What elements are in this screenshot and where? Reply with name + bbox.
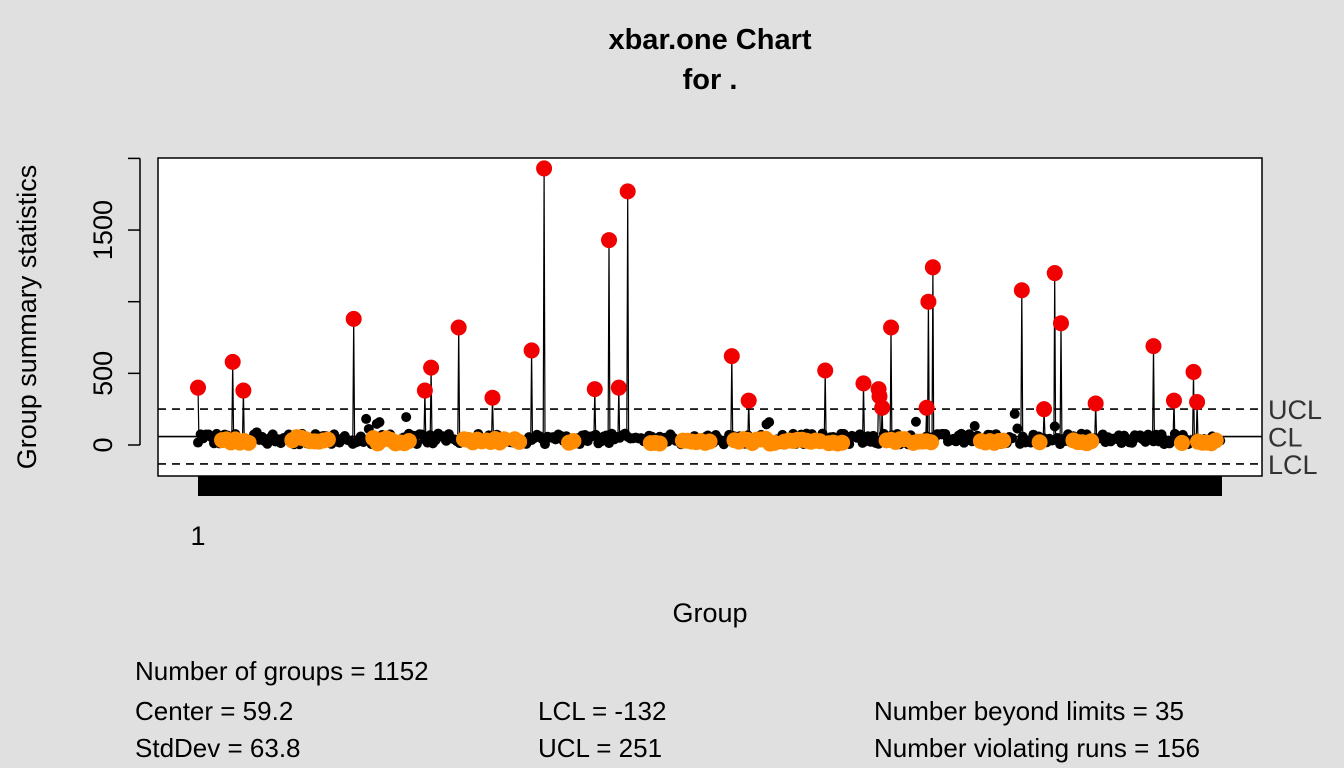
beyond-limit-point — [1013, 282, 1030, 299]
beyond-limit-point — [224, 353, 241, 370]
beyond-limit-point — [920, 293, 937, 310]
x-axis-label: Group — [672, 598, 747, 628]
violating-run-point — [400, 432, 417, 449]
lcl-label: LCL — [1268, 450, 1318, 480]
beyond-limit-point — [1165, 392, 1182, 409]
beyond-limit-point — [924, 259, 941, 276]
violating-run-point — [565, 433, 582, 450]
beyond-limit-point — [883, 319, 900, 336]
ucl-value: UCL = 251 — [538, 733, 663, 763]
beyond-limit-point — [1145, 338, 1162, 355]
x-tick-label: 1 — [190, 521, 205, 551]
beyond-limit-point — [1052, 315, 1069, 332]
violating-run-point — [834, 434, 851, 451]
y-axis-label: Group summary statistics — [12, 165, 42, 470]
violating-run-point — [319, 431, 336, 448]
beyond-limit-point — [536, 160, 553, 177]
beyond-limit-point — [740, 392, 757, 409]
beyond-limit-point — [345, 310, 362, 327]
y-tick-label: 500 — [88, 351, 118, 396]
center-value: Center = 59.2 — [135, 696, 294, 726]
violating-runs-count: Number violating runs = 156 — [874, 733, 1200, 763]
beyond-limit-point — [190, 379, 206, 396]
violating-run-point — [1083, 433, 1100, 450]
beyond-limit-point — [855, 375, 872, 392]
data-point — [854, 429, 865, 440]
violating-run-point — [1031, 434, 1048, 451]
beyond-limit-point — [610, 379, 627, 396]
beyond-limit-point — [484, 389, 501, 406]
beyond-limit-point — [450, 319, 467, 336]
chart-title: xbar.one Chart — [608, 24, 811, 56]
beyond-limit-point — [1036, 401, 1053, 418]
beyond-limit-point — [874, 399, 891, 416]
y-tick-label: 0 — [88, 437, 118, 452]
ucl-label: UCL — [1268, 395, 1322, 425]
beyond-limit-point — [235, 382, 252, 399]
chart-subtitle: for . — [683, 64, 738, 96]
data-point — [401, 412, 412, 423]
data-point — [361, 413, 372, 424]
beyond-limit-point — [723, 348, 740, 365]
data-point — [590, 429, 601, 440]
cl-label: CL — [1268, 423, 1303, 453]
y-axis: 0 500 1500 — [88, 157, 141, 453]
violating-run-point — [511, 433, 528, 450]
violating-run-point — [1207, 432, 1224, 449]
beyond-limit-point — [619, 183, 636, 200]
x-axis: 1 — [190, 521, 205, 551]
violating-run-point — [1173, 434, 1190, 451]
number-of-groups: Number of groups = 1152 — [135, 656, 429, 686]
data-point — [764, 417, 775, 428]
beyond-limit-point — [817, 362, 834, 379]
beyond-limit-point — [586, 381, 603, 398]
beyond-limit-point — [1046, 265, 1063, 282]
beyond-limit-point — [423, 359, 440, 376]
violating-run-point — [995, 432, 1012, 449]
beyond-limit-point — [918, 399, 935, 416]
beyond-limit-point — [1087, 395, 1104, 412]
beyond-limit-point — [1189, 394, 1206, 411]
y-tick-label: 1500 — [88, 200, 118, 260]
stddev-value: StdDev = 63.8 — [135, 733, 301, 763]
lcl-value: LCL = -132 — [538, 696, 667, 726]
violating-run-point — [651, 435, 668, 452]
data-point — [1009, 408, 1020, 419]
beyond-limit-point — [601, 232, 618, 249]
data-point — [969, 421, 980, 432]
beyond-limit-point — [523, 342, 540, 359]
violating-run-point — [701, 433, 718, 450]
violating-runs-points — [214, 429, 1224, 452]
x-tick-band — [198, 476, 1222, 496]
plot-area — [157, 157, 1263, 477]
beyond-limits-count: Number beyond limits = 35 — [874, 696, 1184, 726]
data-point — [910, 416, 921, 427]
beyond-limit-point — [416, 382, 433, 399]
beyond-limits-points — [190, 160, 1206, 418]
data-point — [1012, 423, 1023, 434]
data-point — [374, 417, 385, 428]
violating-run-point — [240, 434, 257, 451]
beyond-limit-point — [1185, 363, 1202, 380]
violating-run-point — [923, 434, 940, 451]
data-point — [1049, 421, 1060, 432]
